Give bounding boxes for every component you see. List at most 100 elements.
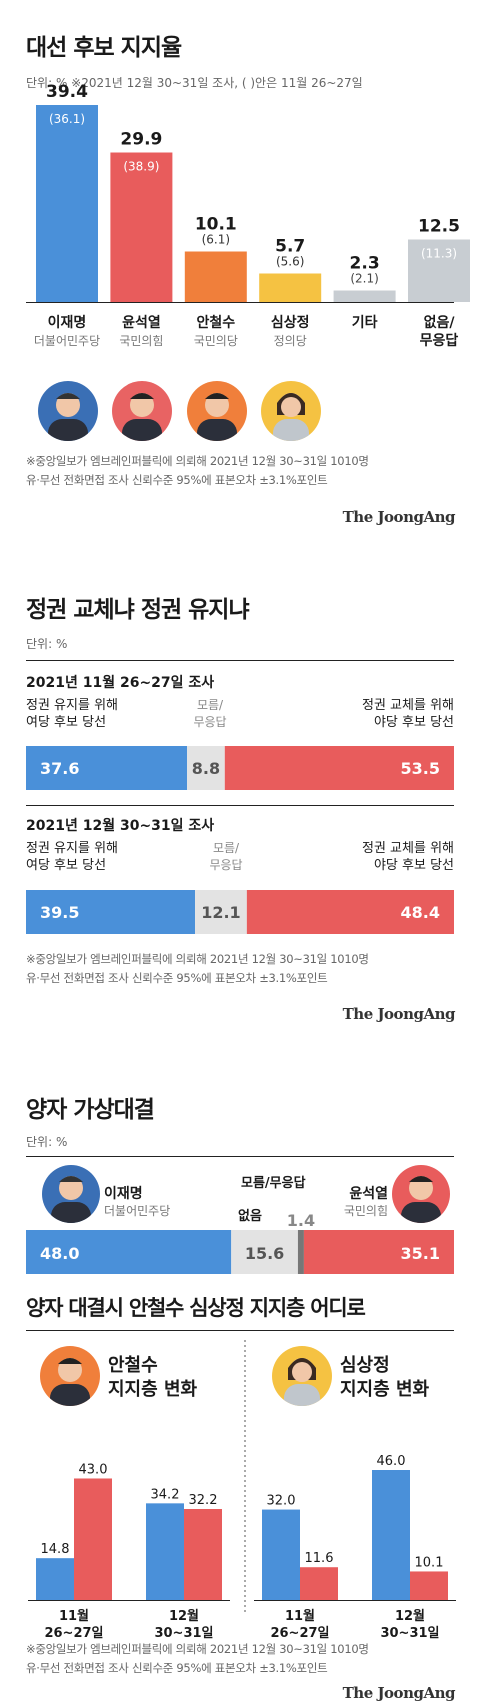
avatar-shim-2 [272,1346,332,1406]
avatar-lee [38,381,98,441]
h2h-value-2: 1.4 [287,1211,315,1230]
support-prev-4: (2.1) [350,272,378,286]
shift-value-p1-g1-s0: 46.0 [377,1454,406,1469]
support-value-5: 12.5 [418,217,460,237]
shift-value-p1-g0-s1: 11.6 [305,1551,334,1566]
shift-bar-p0-g1-s0 [146,1503,184,1600]
support-bar-5 [408,239,470,302]
shim-panel-title-1: 심상정 [340,1355,390,1376]
section1-title: 대선 후보 지지율 [26,35,182,61]
survey1-segment-1 [187,746,225,790]
shift-value-p1-g0-s0: 32.0 [267,1494,296,1509]
support-prev-1: (38.9) [123,160,159,174]
h2h-segment-2 [297,1230,304,1274]
survey1-value-2: 53.5 [401,759,440,778]
survey1-value-1: 8.8 [192,759,220,778]
support-bar-1 [110,152,173,302]
h2h-segment-0 [26,1230,232,1274]
candidate-name-1: 윤석열 [122,314,161,331]
survey2-stacked-bar: 39.5 12.1 48.4 [26,890,454,934]
survey1-mid-label-2: 무응답 [193,715,227,729]
section1-unit: 단위: % ※2021년 12월 30~31일 조사, ( )안은 11월 26… [26,76,363,90]
shift-cat-a-p1-g0: 11월 [285,1608,315,1624]
support-value-4: 2.3 [350,254,380,274]
section1-note-2: 유·무선 전화면접 조사 신뢰수준 95%에 표본오차 ±3.1%포인트 [26,473,328,487]
section4-note-2: 유·무선 전화면접 조사 신뢰수준 95%에 표본오차 ±3.1%포인트 [26,1661,328,1675]
shift-bar-p0-g0-s1 [74,1478,112,1600]
survey2-segment-0 [26,890,196,934]
survey2-right-label-2: 야당 후보 당선 [373,858,454,873]
avatar-ahn [187,381,247,441]
h2h-none-label: 없음 [238,1209,262,1224]
section4-rule [26,1330,454,1331]
survey1-left-label-1: 정권 유지를 위해 [26,698,118,713]
survey2-mid-label-2: 무응답 [209,858,243,872]
candidate-party-0: 더불어민주당 [34,334,100,348]
shift-cat-b-p1-g0: 26~27일 [270,1626,329,1641]
survey2-segment-2 [246,890,454,934]
support-value-3: 5.7 [275,237,305,257]
survey1-right-label-2: 야당 후보 당선 [373,715,454,730]
h2h-value-1: 15.6 [245,1244,284,1263]
support-bar-4 [333,290,396,302]
support-prev-5: (11.3) [421,247,457,261]
candidate-name-2: 안철수 [196,314,235,331]
support-bar-3 [259,273,322,302]
panel-divider [244,1340,246,1615]
shift-cat-b-p0-g0: 26~27일 [44,1626,103,1641]
candidate-name-0: 이재명 [48,314,87,331]
shift-bar-p1-g1-s1 [410,1571,448,1600]
survey1-right-label-1: 정권 교체를 위해 [362,698,454,713]
shift-value-p0-g1-s0: 34.2 [151,1487,180,1502]
avatar-yoon [112,381,172,441]
section4-title: 양자 대결시 안철수 심상정 지지층 어디로 [26,1296,366,1320]
shift-cat-a-p0-g0: 11월 [59,1608,89,1624]
shift-bar-p1-g0-s1 [300,1567,338,1600]
support-value-0: 39.4 [46,82,88,102]
h2h-right-party: 국민의힘 [343,1204,388,1218]
survey2-left-label-1: 정권 유지를 위해 [26,841,118,856]
h2h-left-name: 이재명 [104,1186,143,1202]
ahn-panel-title-1: 안철수 [108,1355,158,1376]
support-bar-0 [36,105,98,302]
h2h-segment-1 [231,1230,298,1274]
shift-cat-a-p1-g1: 12월 [395,1608,425,1624]
support-prev-2: (6.1) [202,233,230,247]
survey1-left-label-2: 여당 후보 당선 [26,715,107,730]
support-prev-0: (36.1) [49,112,85,126]
h2h-dk-label: 모름/무응답 [241,1176,306,1191]
survey1-value-0: 37.6 [40,759,79,778]
h2h-value-0: 48.0 [40,1244,79,1263]
survey2-right-label-1: 정권 교체를 위해 [362,841,454,856]
survey2-value-2: 48.4 [401,903,440,922]
section2-unit: 단위: % [26,637,68,651]
survey2-value-0: 39.5 [40,903,79,922]
h2h-right-name: 윤석열 [349,1186,388,1202]
h2h-left-party: 더불어민주당 [104,1204,171,1218]
h2h-segment-3 [303,1230,454,1274]
section1-note-1: ※중앙일보가 엠브레인퍼블릭에 의뢰해 2021년 12월 30~31일 101… [26,454,369,468]
survey2-left-label-2: 여당 후보 당선 [26,858,107,873]
candidate-name-3: 심상정 [271,314,310,331]
survey2-segment-1 [195,890,247,934]
candidate-party-1: 국민의힘 [119,334,163,348]
section3-title: 양자 가상대결 [26,1097,155,1123]
shim-panel-title-2: 지지층 변화 [340,1379,430,1400]
survey1-segment-0 [26,746,188,790]
section2-note-1: ※중앙일보가 엠브레인퍼블릭에 의뢰해 2021년 12월 30~31일 101… [26,952,369,966]
h2h-stacked-bar: 48.0 15.61.4 35.1 [26,1211,454,1274]
candidate-party-2: 국민의당 [194,334,238,348]
section2-title: 정권 교체냐 정권 유지냐 [26,597,250,623]
shift-value-p0-g0-s1: 43.0 [79,1462,108,1477]
avatar-lee-h2h [42,1165,100,1223]
shift-cat-a-p0-g1: 12월 [169,1608,199,1624]
support-value-2: 10.1 [195,215,237,235]
avatar-ahn-2 [40,1346,100,1406]
survey1-stacked-bar: 37.6 8.8 53.5 [26,746,454,790]
support-prev-3: (5.6) [276,255,304,269]
avatar-yoon-h2h [392,1165,450,1223]
survey1-mid-label-1: 모름/ [196,698,224,712]
avatar-shim [261,381,321,441]
candidate-name2-5: 무응답 [420,332,459,349]
